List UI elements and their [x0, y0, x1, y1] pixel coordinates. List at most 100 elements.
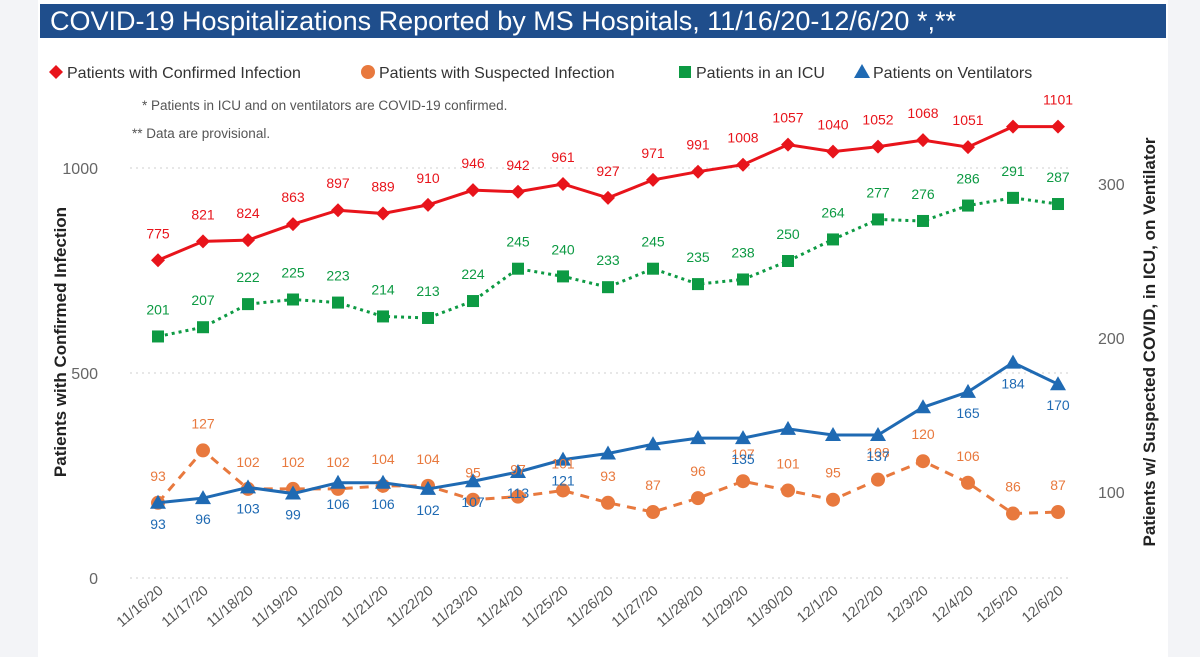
- patients-on-ventilators-marker: [510, 463, 526, 478]
- patients-with-confirmed-infection-marker: [331, 203, 345, 218]
- patients-with-suspected-infection-marker: [601, 495, 615, 510]
- patients-on-ventilators-marker: [240, 479, 256, 494]
- patients-with-suspected-infection-value-label: 104: [416, 451, 440, 467]
- patients-with-suspected-infection-marker: [916, 454, 930, 469]
- patients-in-an-icu-line: [157, 196, 1059, 338]
- patients-on-ventilators-value-label: 99: [285, 507, 301, 523]
- patients-in-an-icu-value-label: 245: [641, 234, 665, 250]
- patients-in-an-icu-marker: [152, 330, 164, 343]
- patients-with-confirmed-infection-value-label: 1051: [952, 112, 983, 128]
- patients-on-ventilators-value-label: 121: [551, 473, 575, 489]
- patients-on-ventilators-marker: [555, 451, 571, 466]
- patients-on-ventilators-value-label: 135: [731, 451, 755, 467]
- patients-on-ventilators-marker: [1005, 354, 1021, 369]
- legend-patients-with-confirmed-infection-marker: [49, 65, 63, 79]
- legend-patients-in-an-icu-marker: [679, 66, 691, 78]
- x-tick-label: 11/23/20: [429, 583, 482, 631]
- patients-with-confirmed-infection-marker: [466, 183, 480, 198]
- patients-with-suspected-infection-value-label: 102: [236, 454, 260, 470]
- patients-in-an-icu-marker: [557, 270, 569, 283]
- patients-on-ventilators-marker: [645, 436, 661, 451]
- patients-in-an-icu-value-label: 240: [551, 241, 575, 257]
- patients-in-an-icu-value-label: 245: [506, 234, 530, 250]
- patients-on-ventilators-marker: [285, 485, 301, 500]
- series-layer: [150, 119, 1066, 521]
- patients-on-ventilators-marker: [150, 494, 166, 509]
- patients-on-ventilators-marker: [735, 430, 751, 445]
- note-provisional: ** Data are provisional.: [132, 126, 270, 141]
- patients-with-suspected-infection-value-label: 86: [1005, 479, 1021, 495]
- patients-with-suspected-infection-value-label: 120: [911, 426, 935, 442]
- patients-with-suspected-infection-marker: [1006, 506, 1020, 521]
- patients-in-an-icu-value-label: 291: [1001, 163, 1025, 179]
- x-tick-label: 12/5/20: [974, 583, 1021, 626]
- x-tick-label: 12/4/20: [929, 583, 976, 626]
- patients-with-confirmed-infection-value-label: 1068: [907, 105, 938, 121]
- patients-with-suspected-infection-value-label: 101: [776, 455, 800, 471]
- gridlines: [130, 167, 1072, 579]
- patients-with-confirmed-infection-value-label: 961: [551, 149, 575, 165]
- patients-in-an-icu-value-label: 238: [731, 244, 755, 260]
- patients-in-an-icu-value-label: 207: [191, 292, 215, 308]
- patients-on-ventilators-value-label: 96: [195, 511, 211, 527]
- patients-with-confirmed-infection-marker: [736, 157, 750, 172]
- patients-with-confirmed-infection-value-label: 821: [191, 206, 215, 222]
- patients-with-suspected-infection-value-label: 95: [825, 465, 841, 481]
- patients-on-ventilators-marker: [915, 399, 931, 414]
- patients-with-suspected-infection-value-label: 107: [731, 446, 755, 462]
- patients-in-an-icu-value-label: 201: [146, 301, 170, 317]
- patients-with-confirmed-infection-marker: [1006, 119, 1020, 134]
- patients-in-an-icu-value-label: 222: [236, 269, 260, 285]
- patients-in-an-icu-marker: [287, 293, 299, 306]
- patients-with-confirmed-infection-marker: [196, 234, 210, 249]
- x-tick-label: 11/17/20: [159, 583, 212, 631]
- x-tick-label: 11/19/20: [249, 583, 302, 631]
- patients-with-suspected-infection-marker: [466, 492, 480, 507]
- legend: Patients with Confirmed Infection Patient…: [49, 64, 1032, 82]
- x-tick-label: 12/1/20: [794, 583, 841, 626]
- patients-with-confirmed-infection-value-label: 991: [686, 137, 710, 153]
- patients-with-confirmed-infection-marker: [421, 197, 435, 212]
- patients-on-ventilators-value-label: 103: [236, 500, 260, 516]
- right-axis-title: Patients w/ Suspected COVID, in ICU, on …: [1140, 137, 1159, 546]
- legend-patients-on-ventilators-marker: [854, 64, 870, 78]
- patients-in-an-icu-value-label: 223: [326, 268, 350, 284]
- x-tick-label: 11/24/20: [474, 583, 527, 631]
- patients-with-confirmed-infection-value-label: 897: [326, 175, 350, 191]
- patients-with-confirmed-infection-marker: [241, 233, 255, 248]
- patients-with-suspected-infection-marker: [691, 491, 705, 506]
- patients-with-suspected-infection-line: [156, 448, 1059, 516]
- patients-on-ventilators-marker: [960, 383, 976, 398]
- right-tick-label: 300: [1098, 177, 1125, 194]
- patients-with-suspected-infection-value-label: 95: [465, 465, 481, 481]
- patients-with-confirmed-infection-value-label: 910: [416, 170, 440, 186]
- patients-with-confirmed-infection-value-label: 927: [596, 163, 620, 179]
- patients-with-suspected-infection-marker: [646, 505, 660, 520]
- patients-with-confirmed-infection-value-label: 1040: [817, 117, 848, 133]
- x-tick-label: 11/27/20: [609, 583, 662, 631]
- patients-in-an-icu-value-label: 214: [371, 281, 395, 297]
- patients-with-confirmed-infection-marker: [511, 184, 525, 199]
- patients-in-an-icu-marker: [827, 233, 839, 246]
- patients-with-suspected-infection-value-label: 102: [326, 454, 350, 470]
- legend-patients-in-an-icu-label: Patients in an ICU: [696, 65, 825, 82]
- patients-in-an-icu-value-label: 224: [461, 266, 485, 282]
- patients-in-an-icu-value-label: 264: [821, 204, 845, 220]
- patients-in-an-icu-marker: [512, 262, 524, 275]
- patients-on-ventilators-marker: [420, 480, 436, 495]
- legend-patients-with-suspected-infection-marker: [361, 65, 375, 79]
- series-patients-with-suspected-infection: [151, 443, 1065, 521]
- patients-with-confirmed-infection-value-label: 946: [461, 155, 485, 171]
- patients-in-an-icu-marker: [1052, 198, 1064, 211]
- patients-in-an-icu-value-label: 286: [956, 171, 980, 187]
- patients-with-confirmed-infection-value-label: 775: [146, 225, 170, 241]
- patients-with-confirmed-infection-marker: [601, 190, 615, 205]
- patients-with-confirmed-infection-marker: [286, 217, 300, 232]
- chart-frame: [38, 0, 1168, 657]
- patients-on-ventilators-value-label: 184: [1001, 376, 1025, 392]
- x-tick-label: 11/16/20: [114, 583, 167, 631]
- patients-in-an-icu-value-label: 276: [911, 186, 935, 202]
- patients-with-confirmed-infection-marker: [916, 133, 930, 148]
